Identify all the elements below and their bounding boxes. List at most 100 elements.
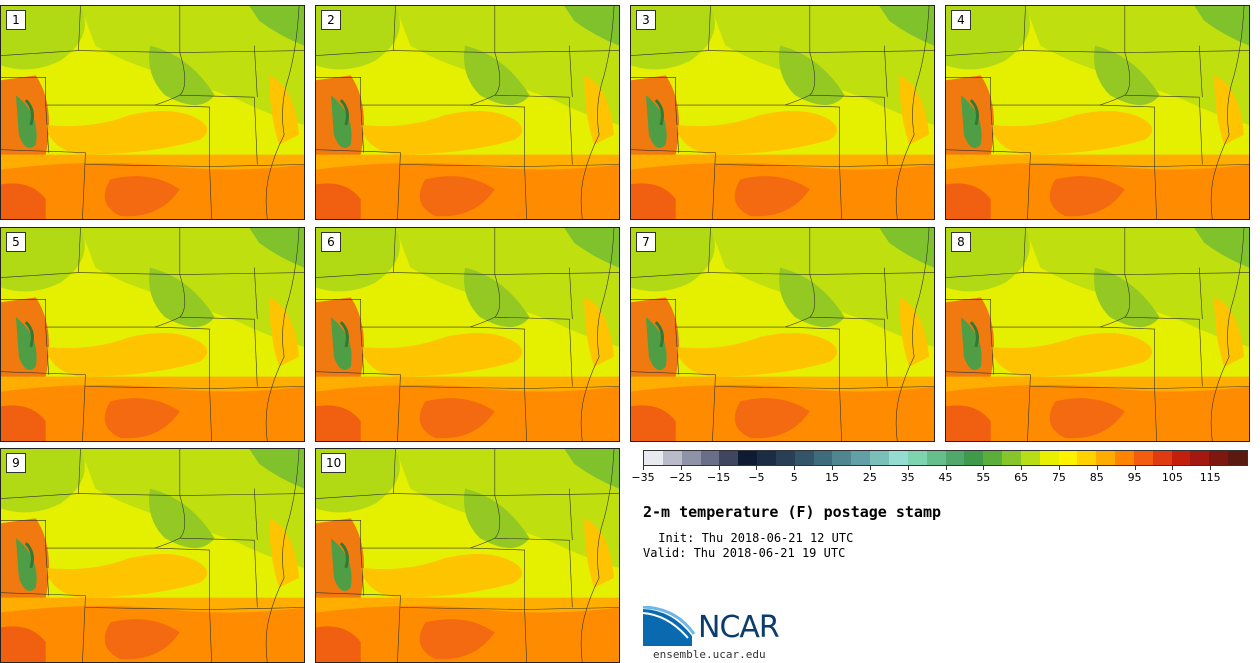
colorbar-tick-label: 115	[1199, 471, 1221, 484]
colorbar-swatch	[1058, 451, 1078, 465]
temperature-field	[1, 449, 304, 662]
member-number-label: 4	[951, 10, 971, 30]
colorbar-tick-label: −35	[631, 471, 655, 484]
colorbar-tick	[1172, 466, 1174, 470]
colorbar-tick	[756, 466, 758, 470]
colorbar-tick-label: 25	[862, 471, 877, 484]
colorbar-tick	[643, 466, 644, 470]
colorbar-tick	[1058, 466, 1060, 470]
temperature-field	[316, 449, 619, 662]
member-number-label: 2	[321, 10, 341, 30]
colorbar-swatch	[964, 451, 984, 465]
figure-title: 2-m temperature (F) postage stamp	[643, 503, 942, 521]
colorbar-tick-label: 75	[1051, 471, 1066, 484]
colorbar-swatch	[1133, 451, 1153, 465]
member-map-panel: 2	[315, 5, 620, 220]
colorbar-tick-label: 65	[1014, 471, 1029, 484]
colorbar-tick	[945, 466, 947, 470]
colorbar-swatch	[1077, 451, 1097, 465]
site-url: ensemble.ucar.edu	[653, 648, 766, 661]
colorbar-tick	[1096, 466, 1098, 470]
colorbar-swatch	[983, 451, 1003, 465]
temperature-field	[631, 228, 934, 441]
colorbar-tick	[869, 466, 871, 470]
colorbar-swatch	[757, 451, 776, 465]
colorbar-swatch	[945, 451, 965, 465]
colorbar-tick-label: 95	[1127, 471, 1142, 484]
colorbar-swatch	[1152, 451, 1172, 465]
colorbar-swatch	[1020, 451, 1040, 465]
colorbar-swatch	[700, 451, 720, 465]
member-map-panel: 9	[0, 448, 305, 663]
temperature-field	[316, 228, 619, 441]
colorbar-tick	[718, 466, 720, 470]
member-map-panel: 3	[630, 5, 935, 220]
member-map-panel: 10	[315, 448, 620, 663]
colorbar-swatch	[794, 451, 814, 465]
colorbar-tick	[983, 466, 985, 470]
member-map-panel: 4	[945, 5, 1250, 220]
temperature-field	[946, 6, 1249, 219]
colorbar-swatch	[1039, 451, 1059, 465]
colorbar-tick	[1021, 466, 1023, 470]
colorbar-tick-label: 55	[976, 471, 991, 484]
colorbar-swatch	[1228, 451, 1247, 465]
colorbar-tick-label: 35	[900, 471, 915, 484]
init-time: Init: Thu 2018-06-21 12 UTC	[651, 531, 854, 545]
colorbar-tick-label: 85	[1089, 471, 1104, 484]
colorbar-tick	[832, 466, 834, 470]
colorbar-tick-label: −25	[669, 471, 693, 484]
temperature-colorbar	[643, 450, 1248, 466]
member-map-panel: 5	[0, 227, 305, 442]
colorbar-tick-label: 45	[938, 471, 953, 484]
colorbar-swatch	[907, 451, 927, 465]
temperature-field	[631, 6, 934, 219]
member-map-panel: 6	[315, 227, 620, 442]
colorbar-swatch	[1190, 451, 1210, 465]
member-map-panel: 8	[945, 227, 1250, 442]
colorbar-swatch	[738, 451, 758, 465]
colorbar-tick	[907, 466, 909, 470]
colorbar-swatch	[719, 451, 739, 465]
colorbar-swatch	[681, 451, 701, 465]
member-number-label: 3	[636, 10, 656, 30]
member-number-label: 7	[636, 232, 656, 252]
colorbar-tick-label: 105	[1161, 471, 1183, 484]
temperature-field	[316, 6, 619, 219]
ncar-logo	[642, 606, 696, 646]
colorbar-tick-label: 15	[825, 471, 840, 484]
colorbar-swatch	[870, 451, 889, 465]
colorbar-swatch	[1209, 451, 1229, 465]
colorbar-tick	[1210, 466, 1212, 470]
colorbar-tick-axis: −35 −25 −15 −5 5 15 25 35 45 55 65 75 85 95 105 115	[631, 466, 1248, 486]
temperature-field	[1, 228, 304, 441]
member-map-panel: 1	[0, 5, 305, 220]
colorbar-swatch	[1096, 451, 1116, 465]
colorbar-swatch	[1171, 451, 1191, 465]
colorbar-swatch	[662, 451, 682, 465]
temperature-field	[946, 228, 1249, 441]
member-number-label: 6	[321, 232, 341, 252]
member-number-label: 9	[6, 453, 26, 473]
colorbar-tick	[1134, 466, 1136, 470]
ncar-wordmark: NCAR	[698, 610, 780, 645]
colorbar-tick-label: 5	[790, 471, 798, 484]
colorbar-swatch	[644, 451, 663, 465]
colorbar-swatch	[813, 451, 833, 465]
colorbar-swatch	[1002, 451, 1021, 465]
colorbar-swatch	[832, 451, 852, 465]
colorbar-swatch	[775, 451, 795, 465]
member-number-label: 8	[951, 232, 971, 252]
colorbar-tick-label: −5	[748, 471, 765, 484]
colorbar-tick	[680, 466, 682, 470]
member-map-panel: 7	[630, 227, 935, 442]
colorbar-swatch	[926, 451, 946, 465]
colorbar-tick	[794, 466, 796, 470]
member-number-label: 10	[321, 453, 347, 473]
colorbar-swatch	[851, 451, 871, 465]
member-number-label: 1	[6, 10, 26, 30]
colorbar-swatch	[1115, 451, 1134, 465]
valid-time: Valid: Thu 2018-06-21 19 UTC	[643, 546, 846, 560]
colorbar-swatch	[888, 451, 908, 465]
member-number-label: 5	[6, 232, 26, 252]
